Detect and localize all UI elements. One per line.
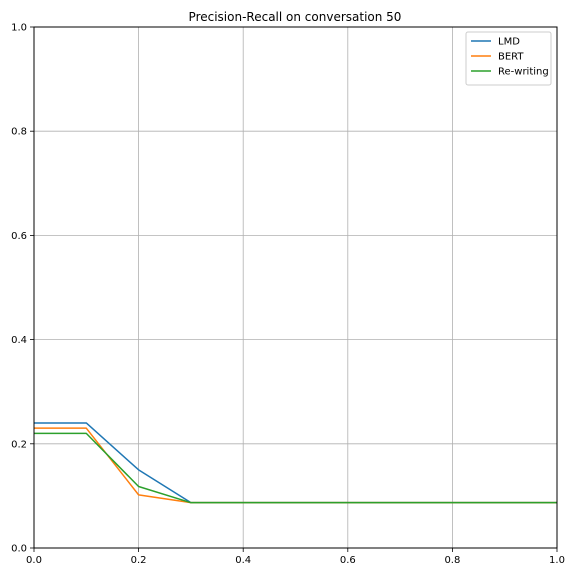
legend-label-re-writing: Re-writing [498,67,549,78]
y-tick-label: 0.8 [11,127,27,138]
legend-label-lmd: LMD [498,37,520,48]
legend: LMD BERT Re-writing [465,31,552,86]
x-tick-label: 0.4 [235,555,251,566]
chart-title: Precision-Recall on conversation 50 [189,10,402,24]
y-tick-label: 0.0 [11,544,27,555]
series-line-re-writing [34,432,557,504]
y-tick-label: 0.6 [11,231,27,242]
y-tick-label: 0.4 [11,335,27,346]
y-tick-label: 0.2 [11,439,27,450]
series-lines [34,422,557,504]
x-tick-label: 0.6 [340,555,356,566]
x-tick-label: 0.2 [131,555,147,566]
x-tick-label: 0.0 [26,555,42,566]
y-tick-label: 1.0 [11,23,27,34]
axis-ticks: 0.0 0.2 0.4 0.6 0.8 1.0 0.0 0.2 0.4 0.6 0.8 1.0 [11,23,565,567]
x-tick-label: 1.0 [549,555,565,566]
plot-frame [33,26,558,549]
legend-label-bert: BERT [498,52,524,63]
x-tick-label: 0.8 [444,555,460,566]
